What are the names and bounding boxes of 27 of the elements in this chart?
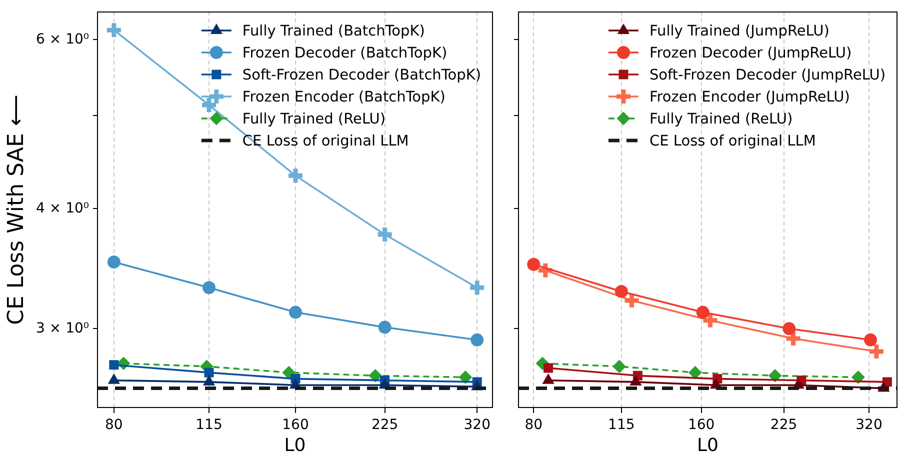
x-axis-title: L0 <box>284 434 306 456</box>
y-axis-title: CE Loss With SAE ⟵ <box>4 94 29 325</box>
x-tick-label: 80 <box>104 417 123 434</box>
legend-label: Frozen Decoder (JumpReLU) <box>649 45 852 62</box>
legend-label: Frozen Encoder (JumpReLU) <box>649 89 850 106</box>
y-tick-label: 6 × 10⁰ <box>36 31 90 48</box>
x-tick-label: 225 <box>770 417 798 434</box>
x-tick-label: 320 <box>856 417 882 434</box>
x-tick-label: 160 <box>282 417 309 434</box>
legend-label: CE Loss of original LLM <box>649 133 816 150</box>
legend-label: Frozen Encoder (BatchTopK) <box>242 89 446 106</box>
x-tick-label: 115 <box>196 417 222 434</box>
x-tick-label: 320 <box>464 417 490 434</box>
x-tick-label: 160 <box>688 417 715 434</box>
x-axis-title: L0 <box>697 434 718 456</box>
legend-label: Frozen Decoder (BatchTopK) <box>242 45 448 62</box>
legend-label: Soft-Frozen Decoder (BatchTopK) <box>242 67 482 84</box>
x-tick-label: 225 <box>371 417 398 434</box>
legend-label: Fully Trained (ReLU) <box>649 111 793 128</box>
y-tick-label: 3 × 10⁰ <box>36 320 90 336</box>
y-tick-label: 4 × 10⁰ <box>36 200 90 216</box>
legend-label: Fully Trained (JumpReLU) <box>649 23 830 40</box>
legend-label: Fully Trained (BatchTopK) <box>242 23 425 40</box>
legend-label: Fully Trained (ReLU) <box>242 111 386 128</box>
x-tick-label: 80 <box>524 417 543 434</box>
legend-label: Soft-Frozen Decoder (JumpReLU) <box>649 67 886 84</box>
x-tick-label: 115 <box>608 417 635 434</box>
